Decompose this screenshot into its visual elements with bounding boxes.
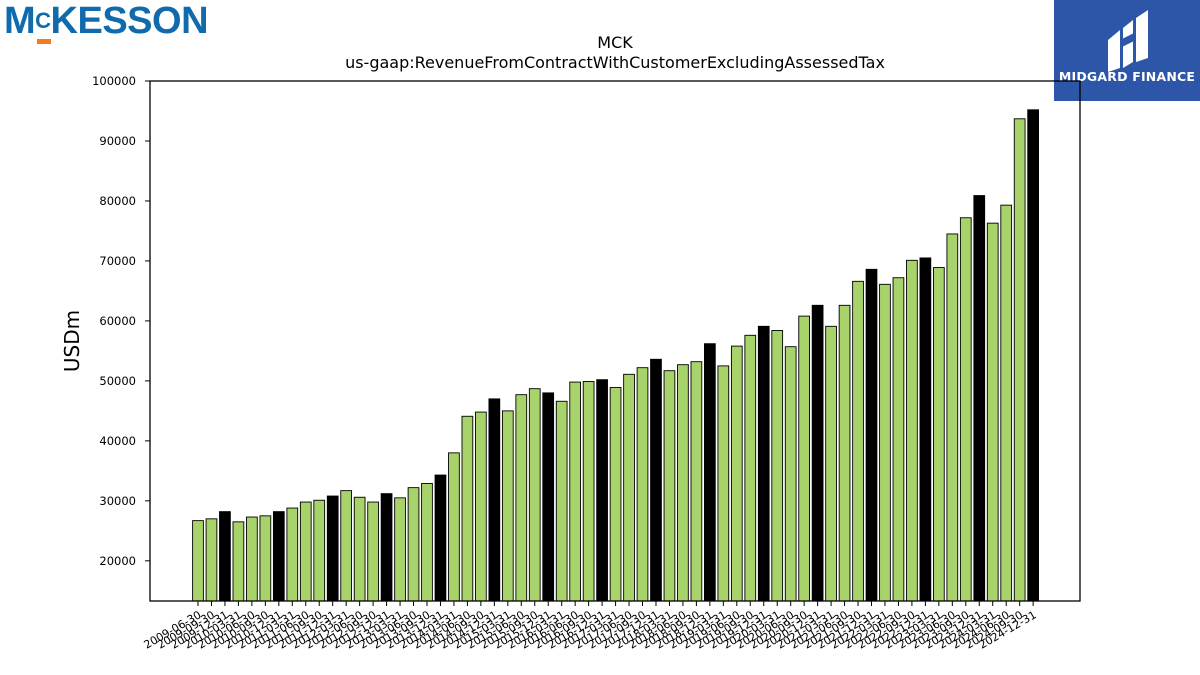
bar-2020-12-31 <box>811 304 824 602</box>
bar-2023-09-30 <box>959 217 972 602</box>
bar-2014-12-31 <box>488 398 501 602</box>
y-axis-label: USDm <box>60 310 84 372</box>
y-tick-label: 70000 <box>99 254 136 268</box>
bar-2014-09-30 <box>475 411 487 602</box>
bar-2021-06-30 <box>838 304 851 602</box>
bar-2022-03-31 <box>879 283 891 602</box>
bar-2013-06-30 <box>407 487 420 602</box>
bar-2019-06-30 <box>730 345 743 602</box>
y-tick-label: 20000 <box>99 554 136 568</box>
bar-2017-03-31 <box>609 387 622 602</box>
bar-2011-06-30 <box>299 501 312 602</box>
bar-2020-09-30 <box>798 315 811 602</box>
bar-2013-12-31 <box>434 474 447 602</box>
bar-2014-03-31 <box>448 452 460 602</box>
x-axis-ticks: 2009-06-302009-09-302009-12-312010-03-31… <box>142 601 1039 652</box>
bar-2011-12-31 <box>326 495 339 602</box>
bar-2009-09-30 <box>205 518 218 602</box>
bar-2014-06-30 <box>461 415 474 602</box>
midgard-finance-label: MIDGARD FINANCE <box>1058 69 1196 84</box>
bar-2023-06-30 <box>946 233 959 602</box>
bar-2018-06-30 <box>677 364 689 602</box>
mckesson-logo: MCKESSON <box>4 0 209 44</box>
bar-2021-09-30 <box>852 280 864 602</box>
bar-2012-06-30 <box>353 496 366 602</box>
bar-2019-12-31 <box>757 325 770 602</box>
bar-2016-03-31 <box>555 400 568 602</box>
bar-2013-03-31 <box>394 497 406 602</box>
bar-2017-12-31 <box>650 358 662 602</box>
bar-2016-06-30 <box>569 381 582 602</box>
bar-2011-03-31 <box>286 507 299 602</box>
bar-2017-09-30 <box>636 367 649 602</box>
bar-2010-06-30 <box>246 516 258 602</box>
bar-2018-12-31 <box>704 343 716 602</box>
y-axis-ticks: 20000 30000 40000 50000 60000 70000 80000 90000… <box>92 74 150 568</box>
bar-2012-03-31 <box>340 490 353 602</box>
bar-2022-06-30 <box>892 277 905 602</box>
midgard-mark-icon <box>1108 10 1148 72</box>
bar-2015-03-31 <box>501 410 514 602</box>
bar-2016-09-30 <box>582 381 595 602</box>
chart-subtitle: us-gaap:RevenueFromContractWithCustomerE… <box>345 53 885 72</box>
y-tick-label: 40000 <box>99 434 136 448</box>
bar-2017-06-30 <box>623 373 635 602</box>
bar-2011-09-30 <box>313 499 326 602</box>
bar-2024-09-30 <box>1013 118 1026 602</box>
bar-2015-12-31 <box>542 392 555 602</box>
plot-frame <box>149 80 1081 602</box>
bar-2020-03-31 <box>771 330 784 602</box>
bar-2012-09-30 <box>367 501 379 602</box>
midgard-finance-logo: MIDGARD FINANCE <box>1054 0 1200 101</box>
bar-2022-12-31 <box>919 257 932 602</box>
bar-2024-12-31 <box>1027 109 1039 602</box>
bar-2013-09-30 <box>421 483 433 602</box>
y-tick-label: 100000 <box>92 74 136 88</box>
bar-series <box>192 109 1039 602</box>
bar-2018-09-30 <box>690 361 703 602</box>
bar-2015-06-30 <box>515 394 528 602</box>
bar-2009-12-31 <box>219 511 231 602</box>
bar-2021-03-31 <box>825 325 837 602</box>
y-tick-label: 90000 <box>99 134 136 148</box>
y-tick-label: 50000 <box>99 374 136 388</box>
bar-2015-09-30 <box>528 388 541 602</box>
y-tick-label: 80000 <box>99 194 136 208</box>
bar-2024-06-30 <box>1000 204 1013 602</box>
bar-2023-03-31 <box>933 267 945 602</box>
bar-2012-12-31 <box>380 493 393 602</box>
bar-2019-09-30 <box>744 334 757 602</box>
bar-2016-12-31 <box>596 379 608 602</box>
bar-2021-12-31 <box>865 268 878 602</box>
chart-title: MCK <box>597 33 633 52</box>
y-tick-label: 60000 <box>99 314 136 328</box>
bar-2010-03-31 <box>232 521 245 602</box>
bar-2010-12-31 <box>272 511 285 602</box>
bar-2018-03-31 <box>663 370 676 602</box>
bar-2022-09-30 <box>906 259 918 602</box>
y-tick-label: 30000 <box>99 494 136 508</box>
bar-2023-12-31 <box>973 195 986 602</box>
bar-2024-03-31 <box>986 222 999 602</box>
bar-2020-06-30 <box>784 346 797 602</box>
bar-2010-09-30 <box>259 515 272 602</box>
bar-2019-03-31 <box>717 365 730 602</box>
bar-2009-06-30 <box>192 520 204 602</box>
